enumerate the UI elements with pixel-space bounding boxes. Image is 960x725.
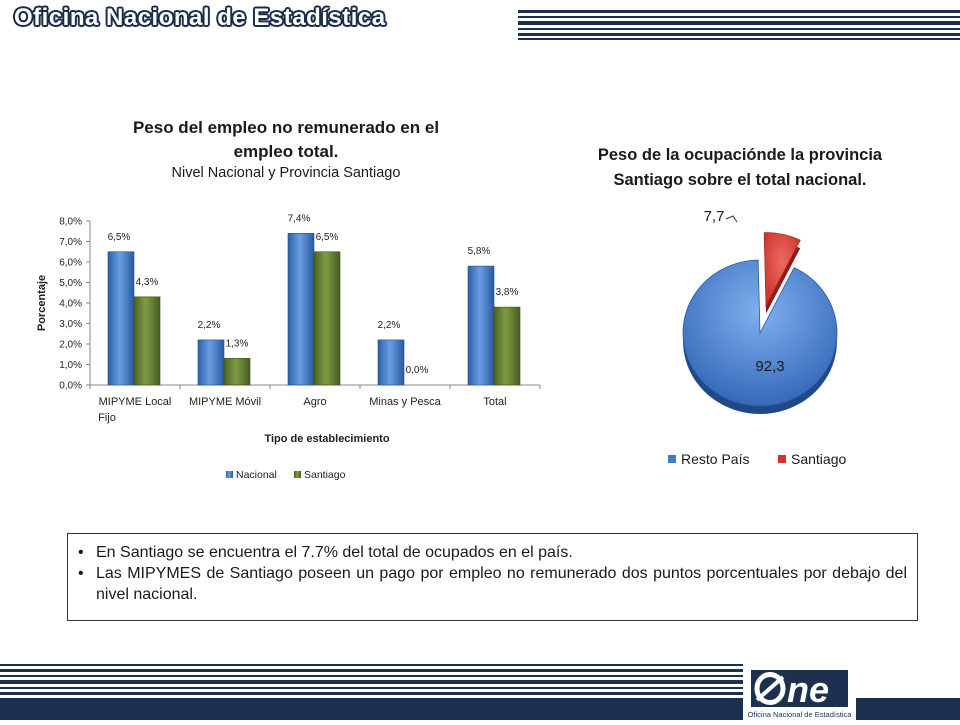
pie-chart-title: Peso de la ocupaciónde la provincia Sant… [540,143,940,193]
x-axis-title: Tipo de establecimiento [264,433,389,445]
bar-chart-title-line1: Peso del empleo no remunerado en el [132,118,440,137]
note-bullet-1: En Santiago se encuentra el 7.7% del tot… [68,542,917,563]
bar-santiago [223,358,251,386]
pie-value-label: 7,7 [704,208,725,225]
y-tick-label: 0,0% [59,381,82,392]
pie-legend-label: Santiago [791,451,846,467]
bar-nacional [467,265,495,386]
logo-caption: Oficina Nacional de Estadística [748,710,853,719]
pie-leader-line [725,215,738,223]
data-label: 5,8% [468,246,491,257]
data-label: 6,5% [108,232,131,243]
data-label: 6,5% [316,232,339,243]
footer-bar [0,698,960,720]
bar-nacional [197,339,225,386]
x-tick-label: Total [483,396,506,408]
legend-label-santiago: Santiago [304,469,346,481]
bar-santiago [493,306,521,386]
y-tick-label: 4,0% [59,299,82,310]
bar-nacional [107,251,135,386]
data-label: 1,3% [226,338,249,349]
y-tick-label: 1,0% [59,360,82,371]
bar-nacional [377,339,405,386]
page-title: Oficina Nacional de Estadística [14,4,386,31]
header-stripes [518,10,960,40]
pie-slice-santiago [763,232,801,308]
y-tick-label: 5,0% [59,278,82,289]
x-tick-label: Minas y Pesca [369,396,441,408]
y-tick-label: 6,0% [59,258,82,269]
data-label: 2,2% [198,320,221,331]
y-tick-label: 3,0% [59,319,82,330]
y-axis-title: Porcentaje [36,275,48,331]
data-label: 2,2% [378,320,401,331]
pie-slice-resto-pais [682,259,838,407]
pie-legend-label: Resto País [681,451,749,467]
legend-swatch-nacional [226,471,233,478]
x-tick-label: MIPYME Local [99,396,172,408]
pie-legend-swatch [778,455,786,463]
pie-legend-swatch [668,455,676,463]
one-logo: ne Oficina Nacional de Estadística [743,664,856,720]
x-tick-label: Fijo [98,412,116,424]
pie-value-label: 92,3 [755,358,784,375]
data-label: 4,3% [136,277,159,288]
bar-santiago [133,296,161,386]
bar-chart-title: Peso del empleo no remunerado en el empl… [86,116,486,164]
pie-chart-title-line1: Peso de la ocupaciónde la provincia [597,146,883,164]
y-tick-label: 7,0% [59,237,82,248]
data-label: 0,0% [406,365,429,376]
footer-stripes [0,664,760,695]
data-label: 3,8% [496,287,519,298]
notes-box: En Santiago se encuentra el 7.7% del tot… [67,533,918,621]
bar-chart-subtitle: Nivel Nacional y Provincia Santiago [171,165,401,181]
pie-slice-depth [683,268,837,415]
bar-santiago [313,251,341,386]
pie-chart-title-line2: Santiago sobre el total nacional. [613,171,867,189]
x-tick-label: MIPYME Móvil [189,396,261,408]
pie-slice-depth [764,240,801,314]
y-tick-label: 2,0% [59,340,82,351]
legend-swatch-santiago [294,471,301,478]
logo-text: ne [787,669,829,710]
legend-label-nacional: Nacional [236,469,277,481]
note-bullet-2: Las MIPYMES de Santiago poseen un pago p… [68,563,917,605]
bar-chart-title-line2: empleo total. [233,142,339,161]
bar-nacional [287,233,315,386]
y-tick-label: 8,0% [59,217,82,228]
one-logo-mark: ne Oficina Nacional de Estadística [743,664,856,720]
x-tick-label: Agro [303,396,326,408]
data-label: 7,4% [288,213,311,224]
